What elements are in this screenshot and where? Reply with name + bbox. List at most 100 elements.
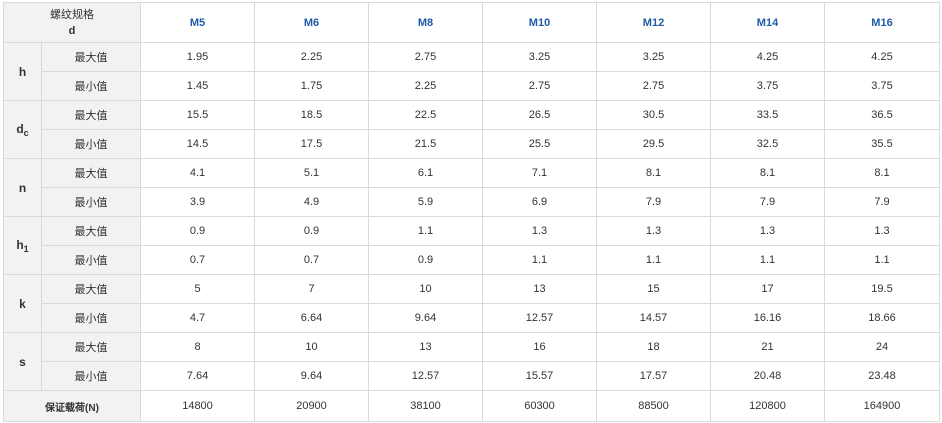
value-cell: 1.3 bbox=[596, 216, 711, 246]
proof-load-value: 164900 bbox=[824, 390, 940, 422]
value-cell: 1.1 bbox=[824, 245, 940, 275]
min-label: 最小值 bbox=[41, 71, 141, 101]
value-cell: 1.1 bbox=[368, 216, 483, 246]
value-cell: 4.1 bbox=[140, 158, 255, 188]
value-cell: 5 bbox=[140, 274, 255, 304]
proof-load-value: 120800 bbox=[710, 390, 825, 422]
proof-load-value: 60300 bbox=[482, 390, 597, 422]
value-cell: 4.25 bbox=[710, 42, 825, 72]
min-label: 最小值 bbox=[41, 303, 141, 333]
proof-load-value: 20900 bbox=[254, 390, 369, 422]
spec-header-cell: 螺纹规格 d bbox=[3, 2, 141, 43]
value-cell: 8.1 bbox=[596, 158, 711, 188]
min-label: 最小值 bbox=[41, 361, 141, 391]
value-cell: 1.3 bbox=[482, 216, 597, 246]
value-cell: 16 bbox=[482, 332, 597, 362]
value-cell: 15 bbox=[596, 274, 711, 304]
column-header: M14 bbox=[710, 2, 825, 43]
value-cell: 1.1 bbox=[710, 245, 825, 275]
value-cell: 0.7 bbox=[140, 245, 255, 275]
value-cell: 14.57 bbox=[596, 303, 711, 333]
param-label: s bbox=[3, 332, 42, 391]
value-cell: 0.9 bbox=[368, 245, 483, 275]
value-cell: 13 bbox=[482, 274, 597, 304]
param-name: n bbox=[18, 180, 27, 195]
value-cell: 8 bbox=[140, 332, 255, 362]
column-header: M16 bbox=[824, 2, 940, 43]
value-cell: 9.64 bbox=[254, 361, 369, 391]
table-row: 最小值 3.9 4.9 5.9 6.9 7.9 7.9 7.9 bbox=[4, 187, 940, 217]
value-cell: 3.75 bbox=[710, 71, 825, 101]
column-header: M8 bbox=[368, 2, 483, 43]
value-cell: 7 bbox=[254, 274, 369, 304]
value-cell: 7.9 bbox=[596, 187, 711, 217]
max-label: 最大值 bbox=[41, 100, 141, 130]
table-row: 最小值 0.7 0.7 0.9 1.1 1.1 1.1 1.1 bbox=[4, 245, 940, 275]
value-cell: 2.75 bbox=[596, 71, 711, 101]
value-cell: 2.75 bbox=[482, 71, 597, 101]
value-cell: 0.7 bbox=[254, 245, 369, 275]
value-cell: 29.5 bbox=[596, 129, 711, 159]
table-row: h 最大值 1.95 2.25 2.75 3.25 3.25 4.25 4.25 bbox=[3, 42, 940, 101]
value-cell: 0.9 bbox=[140, 216, 255, 246]
param-label: n bbox=[3, 158, 42, 217]
param-label: k bbox=[3, 274, 42, 333]
column-header: M12 bbox=[596, 2, 711, 43]
value-cell: 18 bbox=[596, 332, 711, 362]
param-label: h bbox=[3, 42, 42, 101]
proof-load-value: 38100 bbox=[368, 390, 483, 422]
value-cell: 1.45 bbox=[140, 71, 255, 101]
value-cell: 13 bbox=[368, 332, 483, 362]
value-cell: 24 bbox=[824, 332, 940, 362]
value-cell: 12.57 bbox=[368, 361, 483, 391]
table-row: h1 最大值 0.9 0.9 1.1 1.3 1.3 1.3 1.3 bbox=[3, 216, 940, 275]
value-cell: 1.3 bbox=[824, 216, 940, 246]
value-cell: 17.5 bbox=[254, 129, 369, 159]
param-label: h1 bbox=[3, 216, 42, 275]
table-row: 最小值 4.7 6.64 9.64 12.57 14.57 16.16 18.66 bbox=[4, 303, 940, 333]
proof-load-label: 保证载荷(N) bbox=[3, 390, 141, 422]
value-cell: 19.5 bbox=[824, 274, 940, 304]
proof-load-value: 14800 bbox=[140, 390, 255, 422]
param-name: k bbox=[19, 296, 26, 311]
table-row: 最小值 14.5 17.5 21.5 25.5 29.5 32.5 35.5 bbox=[4, 129, 940, 159]
param-name: h bbox=[16, 237, 24, 252]
param-name: s bbox=[19, 354, 26, 369]
value-cell: 17.57 bbox=[596, 361, 711, 391]
value-cell: 33.5 bbox=[710, 100, 825, 130]
value-cell: 10 bbox=[254, 332, 369, 362]
value-cell: 7.64 bbox=[140, 361, 255, 391]
value-cell: 20.48 bbox=[710, 361, 825, 391]
value-cell: 6.1 bbox=[368, 158, 483, 188]
value-cell: 7.9 bbox=[710, 187, 825, 217]
min-label: 最小值 bbox=[41, 129, 141, 159]
value-cell: 30.5 bbox=[596, 100, 711, 130]
proof-load-value: 88500 bbox=[596, 390, 711, 422]
table-row: dc 最大值 15.5 18.5 22.5 26.5 30.5 33.5 36.5 bbox=[3, 100, 940, 159]
spec-table: 螺纹规格 d M5 M6 M8 M10 M12 M14 M16 h 最大值 1.95… bbox=[3, 2, 940, 422]
min-label: 最小值 bbox=[41, 187, 141, 217]
min-label: 最小值 bbox=[41, 245, 141, 275]
value-cell: 10 bbox=[368, 274, 483, 304]
column-header: M10 bbox=[482, 2, 597, 43]
max-label: 最大值 bbox=[41, 216, 141, 246]
value-cell: 1.95 bbox=[140, 42, 255, 72]
value-cell: 3.75 bbox=[824, 71, 940, 101]
value-cell: 7.9 bbox=[824, 187, 940, 217]
header-row: 螺纹规格 d M5 M6 M8 M10 M12 M14 M16 bbox=[3, 2, 940, 43]
table-row: s 最大值 8 10 13 16 18 21 24 bbox=[3, 332, 940, 391]
column-header: M5 bbox=[140, 2, 255, 43]
value-cell: 8.1 bbox=[824, 158, 940, 188]
value-cell: 32.5 bbox=[710, 129, 825, 159]
value-cell: 15.57 bbox=[482, 361, 597, 391]
value-cell: 3.25 bbox=[482, 42, 597, 72]
value-cell: 21 bbox=[710, 332, 825, 362]
value-cell: 15.5 bbox=[140, 100, 255, 130]
value-cell: 9.64 bbox=[368, 303, 483, 333]
table-row: k 最大值 5 7 10 13 15 17 19.5 bbox=[3, 274, 940, 333]
value-cell: 5.1 bbox=[254, 158, 369, 188]
param-subscript: c bbox=[23, 127, 29, 138]
value-cell: 8.1 bbox=[710, 158, 825, 188]
value-cell: 18.66 bbox=[824, 303, 940, 333]
value-cell: 3.25 bbox=[596, 42, 711, 72]
